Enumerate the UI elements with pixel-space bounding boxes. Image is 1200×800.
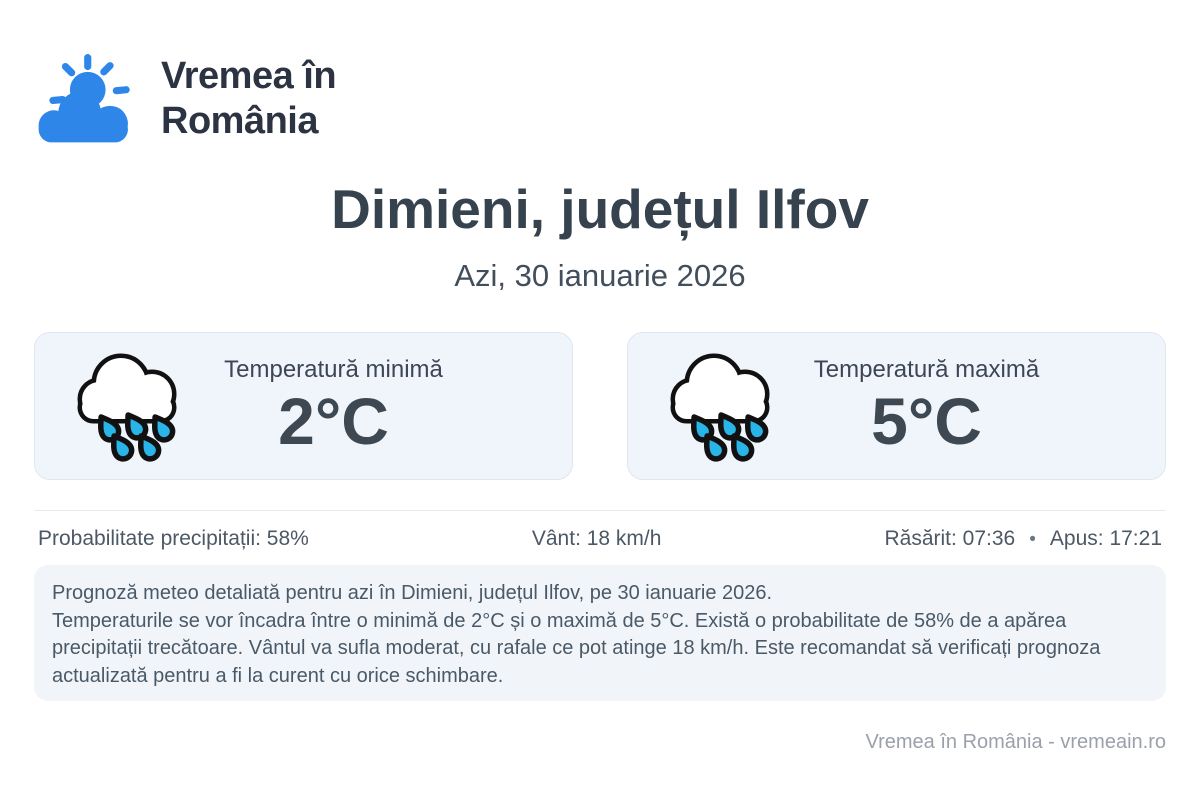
brand-header: Vremea în România	[34, 0, 1166, 151]
stats-row: Probabilitate precipitații: 58% Vânt: 18…	[34, 510, 1166, 551]
sunset-stat: Apus: 17:21	[1049, 527, 1162, 550]
brand-name-line2: România	[161, 99, 318, 142]
temp-min-text: Temperatură minimă 2°C	[195, 356, 572, 456]
temp-max-text: Temperatură maximă 5°C	[788, 356, 1165, 456]
sunrise-stat: Răsărit: 07:36	[884, 527, 1016, 550]
precipitation-stat: Probabilitate precipitații: 58%	[38, 527, 309, 550]
temperature-cards: Temperatură minimă 2°C	[34, 332, 1166, 480]
brand-name: Vremea în România	[161, 54, 337, 144]
rain-cloud-icon	[666, 345, 788, 468]
forecast-text: Prognoză meteo detaliată pentru azi în D…	[52, 582, 1101, 687]
temp-max-card: Temperatură maximă 5°C	[627, 332, 1166, 480]
temp-min-card: Temperatură minimă 2°C	[34, 332, 573, 480]
brand-name-line1: Vremea în	[161, 54, 337, 97]
sun-cloud-icon	[34, 46, 137, 151]
rain-cloud-icon	[73, 345, 195, 468]
temp-max-label: Temperatură maximă	[813, 355, 1040, 383]
weather-page: Vremea în România Dimieni, județul Ilfov…	[34, 0, 1167, 753]
temp-max-value: 5°C	[871, 383, 982, 458]
footer-credit: Vremea în România - vremeain.ro	[865, 731, 1167, 753]
temp-min-value: 2°C	[278, 383, 389, 458]
page-subtitle: Azi, 30 ianuarie 2026	[454, 258, 746, 293]
wind-stat: Vânt: 18 km/h	[531, 527, 662, 550]
temp-min-label: Temperatură minimă	[224, 355, 443, 383]
forecast-box: Prognoză meteo detaliată pentru azi în D…	[34, 565, 1166, 701]
bullet-separator: •	[1029, 529, 1036, 550]
page-title: Dimieni, județul Ilfov	[331, 178, 869, 240]
sun-times: Răsărit: 07:36 • Apus: 17:21	[885, 527, 1163, 551]
